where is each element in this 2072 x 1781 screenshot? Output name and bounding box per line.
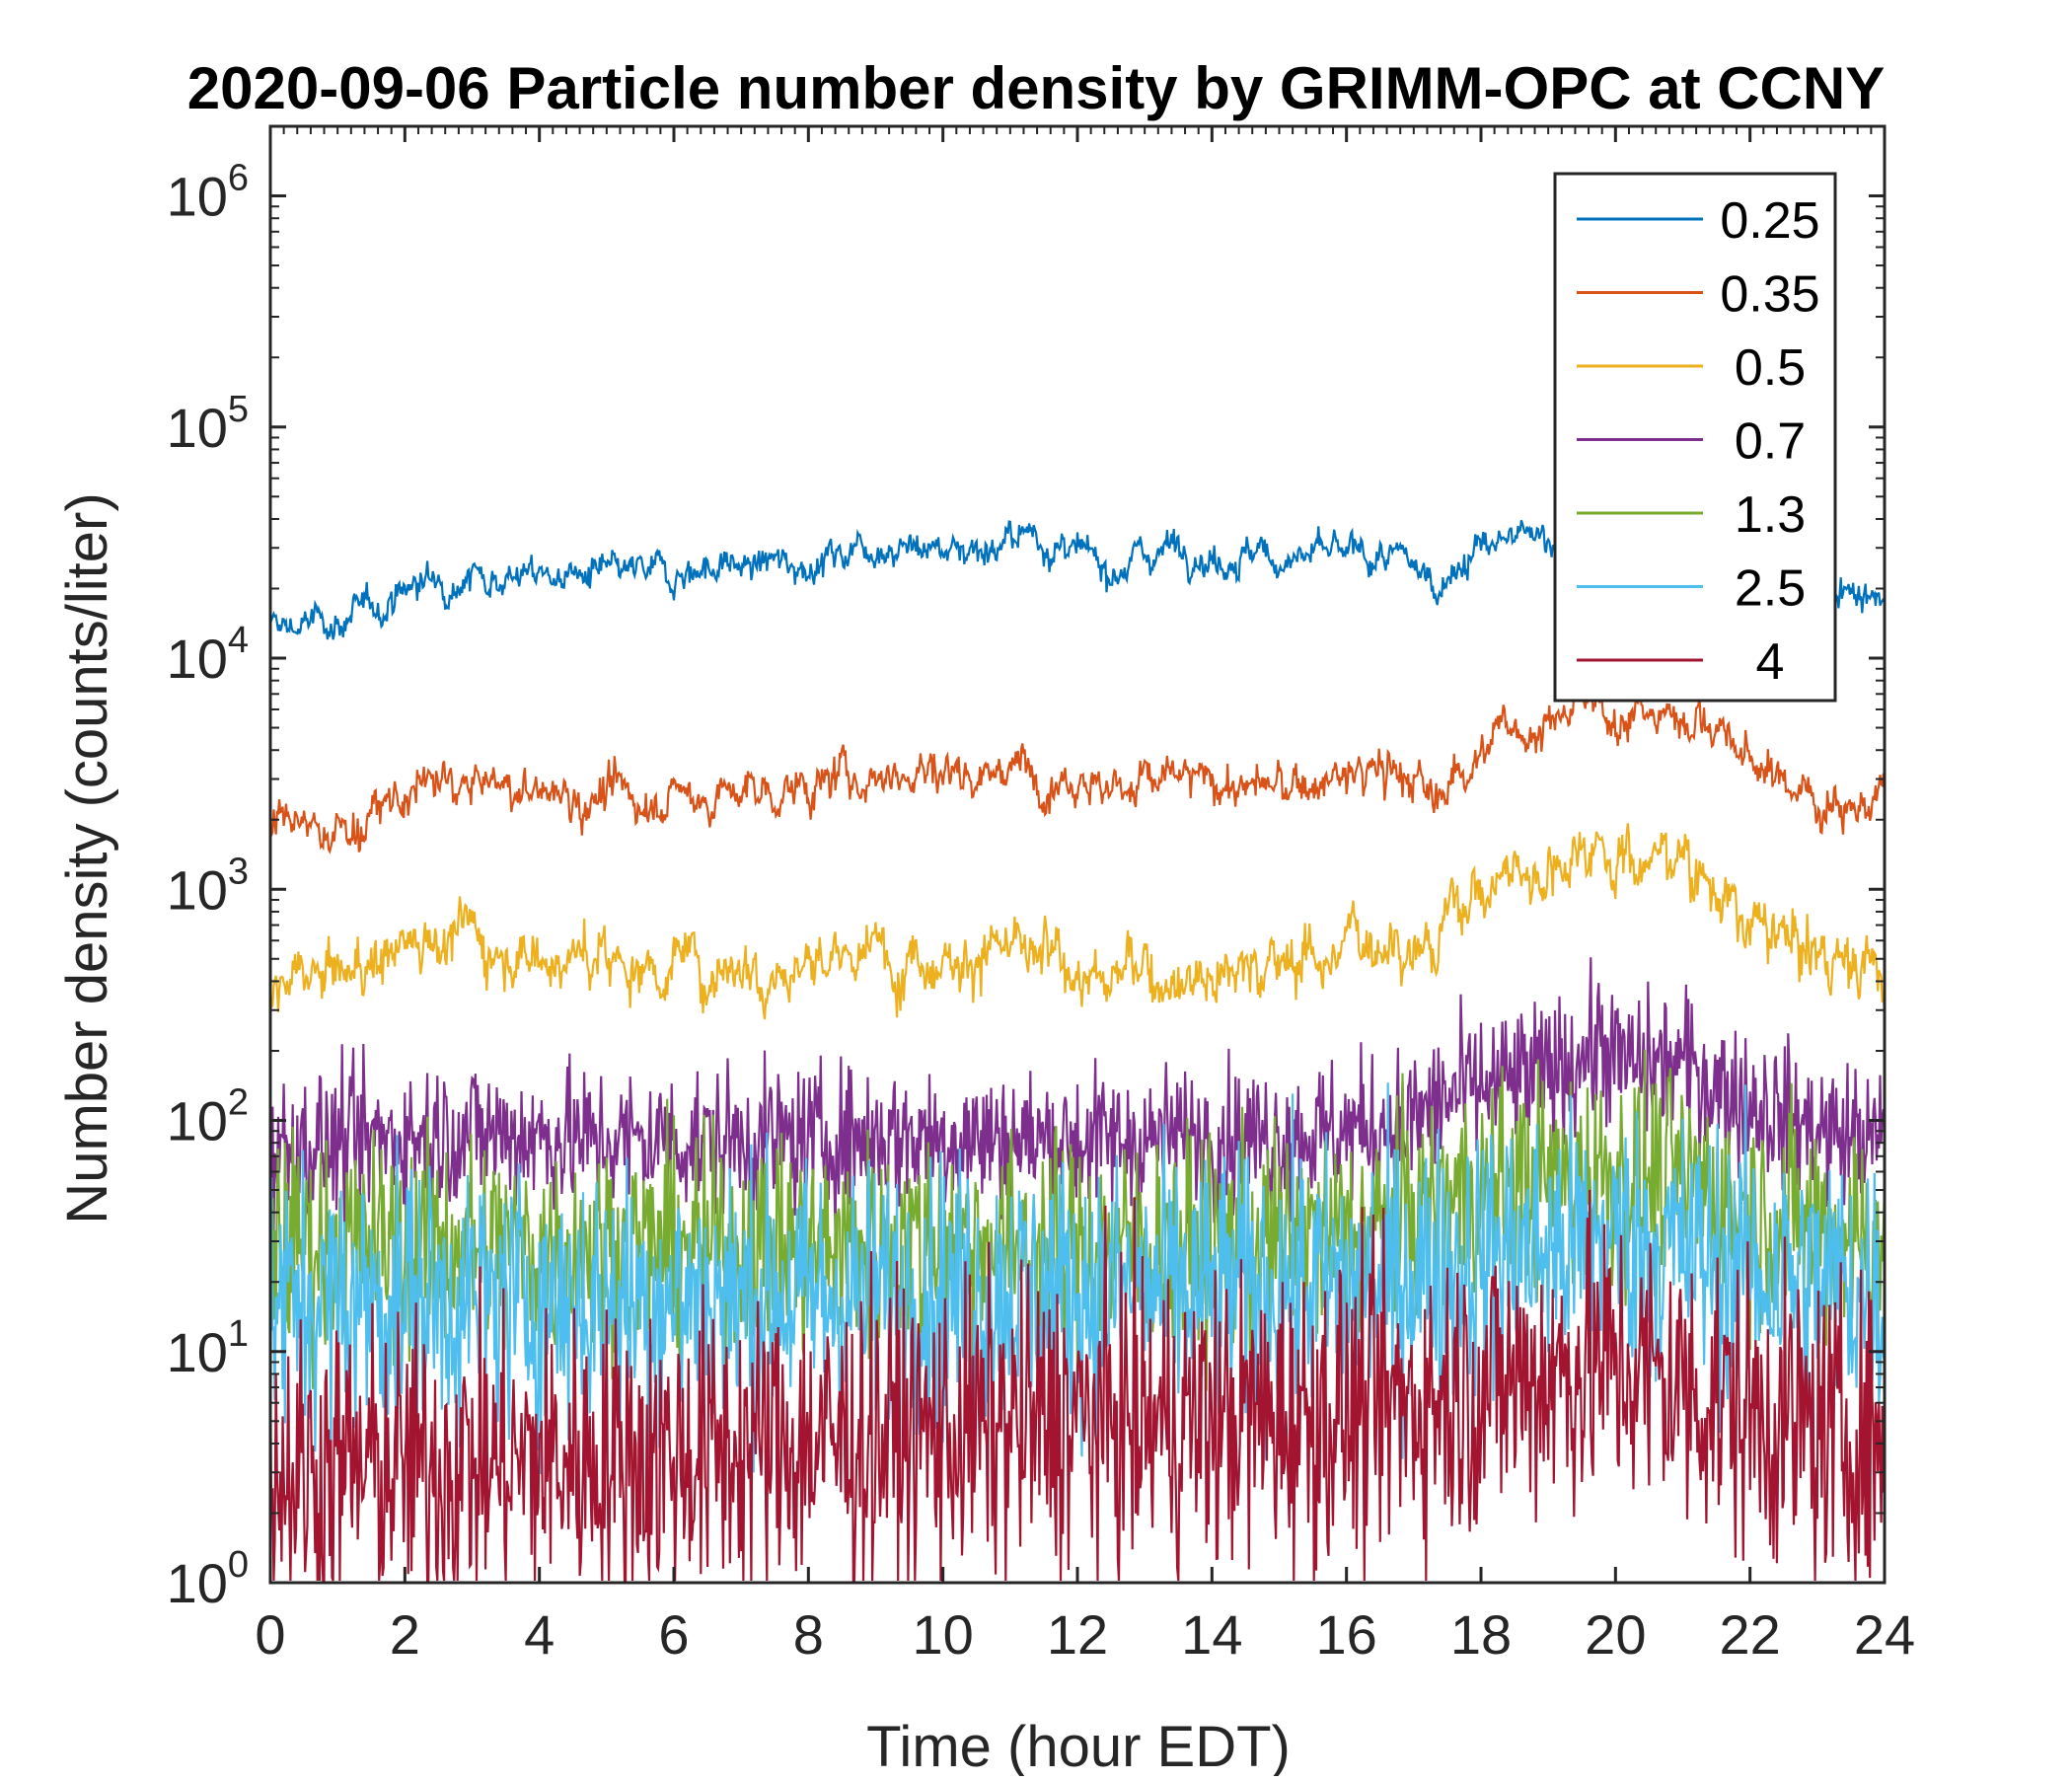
legend-label: 0.5: [1735, 339, 1806, 397]
x-tick-label: 8: [793, 1603, 824, 1666]
y-tick-label: 103: [167, 851, 249, 921]
legend-label: 4: [1756, 633, 1785, 691]
series-line-0_7: [270, 957, 1885, 1241]
axes: 0 2 4 6 8 10 12 14 16 18 20 22 241001011021031041051…: [167, 124, 1915, 1666]
x-tick-label: 24: [1854, 1603, 1915, 1666]
chart-title: 2020-09-06 Particle number density by GR…: [187, 55, 1886, 121]
y-tick-label: 104: [167, 620, 249, 690]
x-tick-label: 14: [1181, 1603, 1242, 1666]
y-tick-label: 106: [167, 158, 249, 228]
series-line-2_5: [270, 1082, 1885, 1475]
y-tick-label: 102: [167, 1082, 249, 1152]
legend: 0.25 0.35 0.5 0.7 1.3 2.5 4: [1553, 172, 1837, 703]
legend-label: 0.35: [1720, 266, 1819, 324]
x-tick-label: 2: [390, 1603, 420, 1666]
x-tick-label: 20: [1585, 1603, 1646, 1666]
series-line-0_35: [270, 679, 1885, 854]
y-tick-label: 105: [167, 389, 249, 459]
y-tick-label: 101: [167, 1313, 249, 1383]
legend-label: 0.25: [1720, 192, 1819, 250]
x-tick-label: 12: [1047, 1603, 1108, 1666]
y-tick-label: 100: [167, 1544, 249, 1614]
y-axis-label: Number density (counts/liter): [55, 492, 119, 1224]
x-tick-label: 0: [255, 1603, 285, 1666]
x-tick-label: 22: [1720, 1603, 1781, 1666]
legend-label: 2.5: [1735, 560, 1806, 618]
legend-label: 0.7: [1735, 413, 1806, 471]
series-line-0_5: [270, 823, 1885, 1020]
x-tick-label: 16: [1316, 1603, 1377, 1666]
x-tick-label: 18: [1450, 1603, 1512, 1666]
x-tick-label: 10: [913, 1603, 974, 1666]
x-tick-label: 6: [658, 1603, 689, 1666]
x-tick-label: 4: [524, 1603, 555, 1666]
x-axis-label: Time (hour EDT): [866, 1715, 1291, 1776]
legend-box: [1553, 172, 1837, 703]
legend-label: 1.3: [1735, 486, 1806, 544]
series-line-4: [270, 1189, 1885, 1583]
